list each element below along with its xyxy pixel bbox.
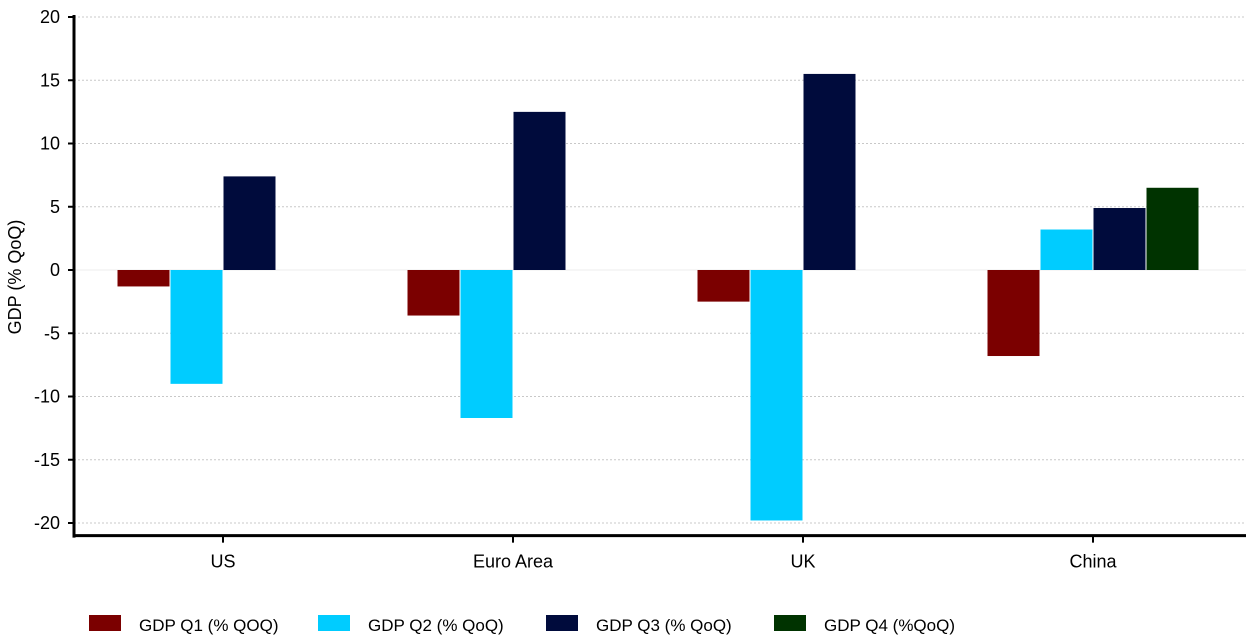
legend-item-3: GDP Q3 (% QoQ) (546, 615, 732, 635)
y-tick-label: 15 (40, 70, 60, 90)
bar-us-series-1 (117, 270, 170, 287)
bar-euro-area-series-1 (407, 270, 460, 316)
bar-uk-series-3 (803, 73, 856, 270)
legend-label: GDP Q2 (% QoQ) (368, 616, 504, 635)
y-tick-label: -15 (34, 450, 60, 470)
x-tick-label-euro-area: Euro Area (473, 552, 554, 572)
x-tick-labels: US Euro Area UK China (210, 535, 1118, 572)
y-tick-labels: 20 15 10 5 0 -5 -10 -15 -20 (34, 7, 74, 533)
legend-label: GDP Q3 (% QoQ) (596, 616, 732, 635)
x-tick-label-china: China (1069, 552, 1117, 572)
legend-item-2: GDP Q2 (% QoQ) (318, 615, 504, 635)
legend-swatch (89, 615, 121, 631)
legend-item-4: GDP Q4 (%QoQ) (774, 615, 955, 635)
legend-label: GDP Q4 (%QoQ) (824, 616, 955, 635)
y-tick-label: -10 (34, 387, 60, 407)
bar-china-series-2 (1040, 229, 1093, 270)
bar-us-series-2 (170, 270, 223, 384)
legend-label: GDP Q1 (% QOQ) (139, 616, 279, 635)
gridlines (74, 16, 1246, 524)
axes (72, 15, 1246, 538)
y-tick-label: 5 (50, 197, 60, 217)
y-tick-label: 20 (40, 7, 60, 27)
bar-china-series-3 (1093, 208, 1146, 270)
x-tick-label-uk: UK (790, 552, 815, 572)
y-tick-label: -20 (34, 513, 60, 533)
y-axis-title: GDP (% QoQ) (5, 220, 25, 335)
bar-uk-series-1 (697, 270, 750, 302)
y-tick-label: 10 (40, 134, 60, 154)
y-tick-label: -5 (44, 323, 60, 343)
y-tick-label: 0 (50, 260, 60, 280)
legend-swatch (546, 615, 578, 631)
bar-euro-area-series-2 (460, 270, 513, 419)
legend-swatch (318, 615, 350, 631)
legend-swatch (774, 615, 806, 631)
bar-euro-area-series-3 (513, 111, 566, 270)
bar-china-series-4 (1146, 187, 1199, 270)
bars (117, 73, 1199, 521)
legend-item-1: GDP Q1 (% QOQ) (89, 615, 279, 635)
legend: GDP Q1 (% QOQ) GDP Q2 (% QoQ) GDP Q3 (% Qo… (89, 615, 955, 635)
bar-uk-series-2 (750, 270, 803, 521)
x-tick-label-us: US (210, 552, 235, 572)
bar-china-series-1 (987, 270, 1040, 357)
bar-us-series-3 (223, 176, 276, 270)
